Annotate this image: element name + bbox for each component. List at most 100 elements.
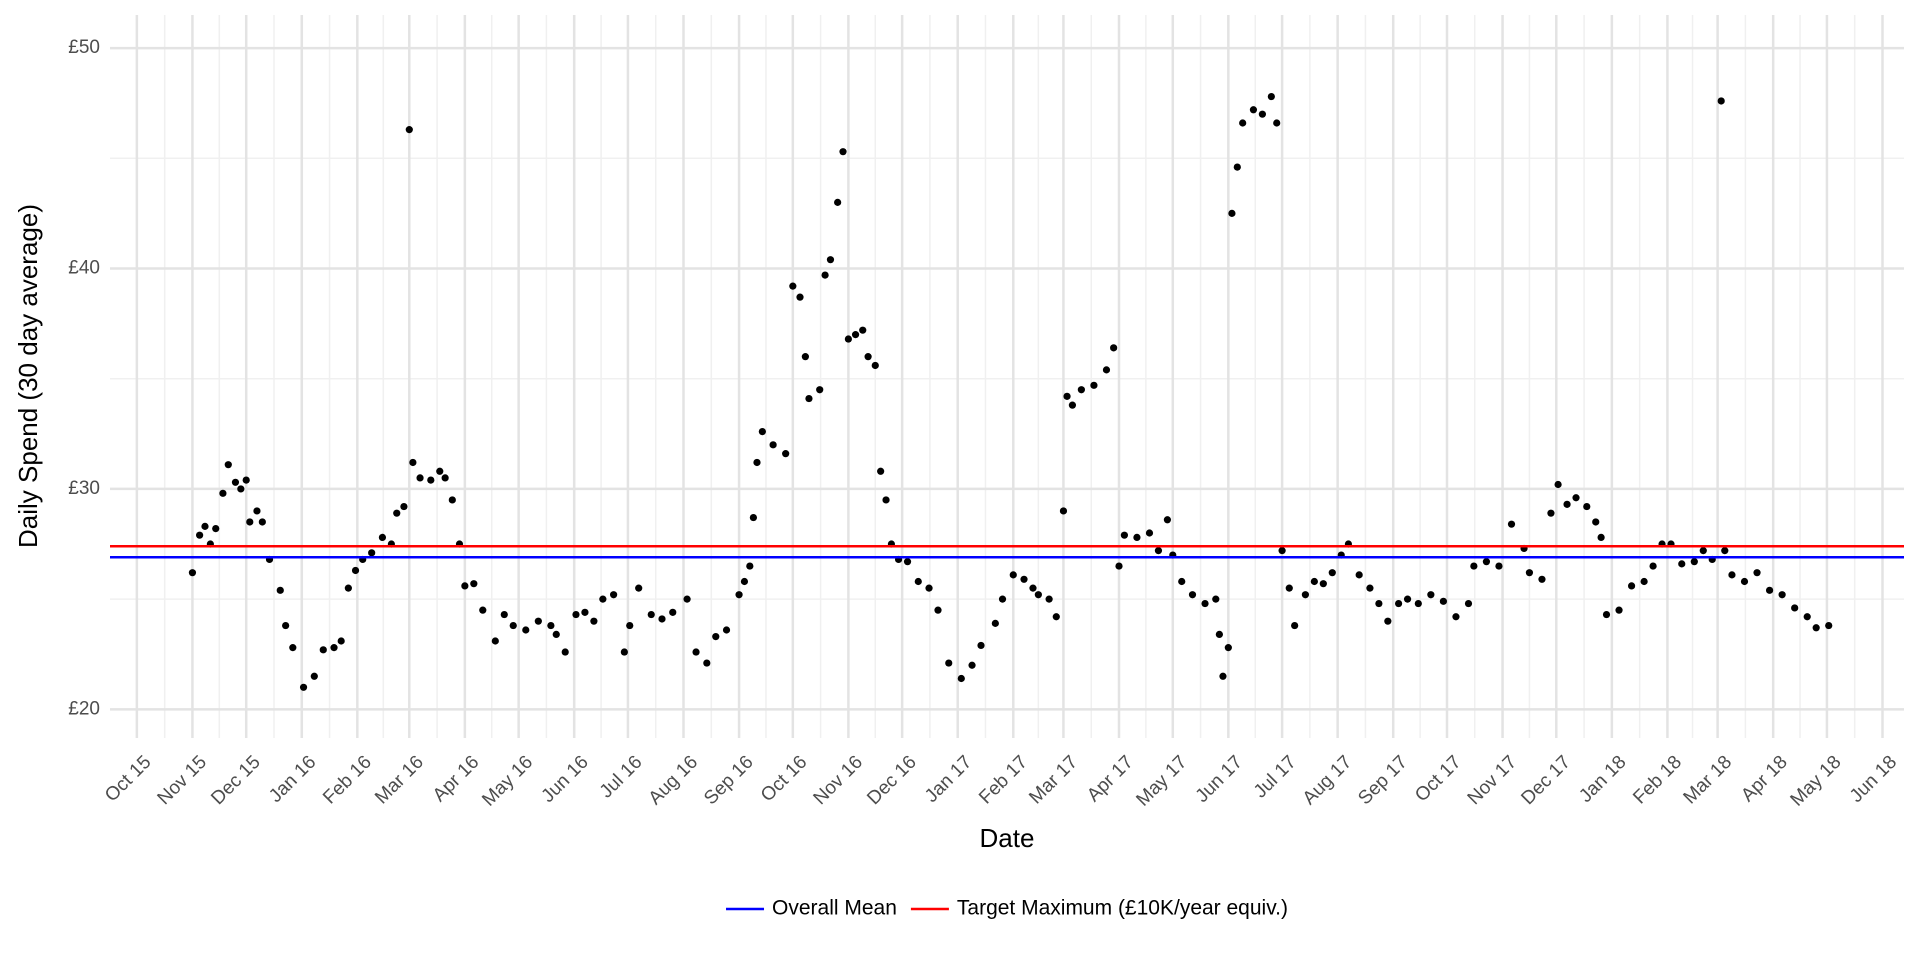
point — [620, 648, 628, 656]
x-tick-label: Feb 18 — [1629, 752, 1686, 809]
point — [276, 586, 284, 594]
point — [769, 441, 777, 449]
point — [1452, 613, 1460, 621]
point — [1273, 119, 1281, 127]
point — [1120, 531, 1128, 539]
point — [1812, 624, 1820, 632]
point — [839, 148, 847, 156]
x-tick-label: Mar 18 — [1680, 752, 1737, 809]
x-tick-label: Oct 15 — [101, 752, 155, 806]
point — [1572, 494, 1580, 502]
x-tick-label: Nov 16 — [810, 752, 867, 809]
point — [864, 353, 872, 361]
point — [448, 496, 456, 504]
point — [1052, 613, 1060, 621]
point — [1538, 575, 1546, 583]
x-tick-label: Aug 17 — [1299, 752, 1356, 809]
point — [378, 533, 387, 542]
point — [1029, 584, 1037, 592]
x-tick-label: Feb 17 — [975, 752, 1032, 809]
point — [534, 617, 542, 625]
point — [1825, 621, 1833, 630]
point — [826, 256, 835, 264]
x-tick-label: Sep 17 — [1354, 752, 1411, 809]
point — [1627, 582, 1636, 590]
point — [712, 633, 720, 641]
x-tick-label: May 16 — [478, 752, 537, 811]
point — [461, 582, 469, 590]
point — [796, 293, 804, 301]
point — [1110, 344, 1118, 352]
point — [610, 591, 618, 599]
point — [231, 478, 240, 486]
point — [1154, 547, 1163, 555]
point — [400, 502, 408, 511]
point — [1034, 591, 1042, 599]
point — [1721, 547, 1729, 555]
point — [1366, 584, 1374, 592]
x-tick-label: Dec 15 — [207, 752, 264, 809]
point — [877, 467, 885, 475]
point — [1301, 591, 1310, 599]
point — [1224, 644, 1232, 652]
point — [344, 584, 352, 592]
point — [753, 458, 761, 467]
point — [509, 621, 517, 630]
point — [561, 648, 569, 656]
point — [1285, 584, 1293, 592]
point — [1009, 571, 1017, 579]
point — [722, 626, 731, 634]
point — [1394, 599, 1403, 608]
point — [998, 595, 1007, 603]
point — [491, 637, 499, 645]
x-tick-label: Mar 16 — [371, 752, 428, 809]
point — [1163, 516, 1172, 524]
point — [851, 331, 860, 339]
legend-label: Target Maximum (£10K/year equiv.) — [957, 897, 1288, 920]
point — [196, 531, 204, 539]
point — [1212, 595, 1220, 603]
point — [1239, 119, 1247, 127]
point — [330, 644, 338, 652]
point — [1403, 595, 1412, 603]
point — [1102, 366, 1111, 374]
point — [212, 524, 220, 533]
point — [299, 683, 308, 691]
point — [859, 326, 867, 334]
point — [669, 608, 677, 616]
point — [1063, 392, 1071, 400]
point — [1133, 533, 1141, 542]
x-tick-label: Jun 17 — [1192, 752, 1247, 807]
point — [1525, 569, 1534, 577]
y-axis-title: Daily Spend (30 day average) — [13, 204, 43, 548]
point — [1201, 599, 1209, 608]
y-tick-label: £40 — [68, 258, 100, 279]
point — [599, 595, 607, 603]
point — [242, 476, 250, 484]
point — [805, 394, 813, 403]
y-tick-label: £30 — [68, 478, 100, 499]
point — [547, 621, 555, 630]
x-tick-label: Apr 18 — [1737, 752, 1791, 806]
point — [368, 549, 376, 557]
point — [436, 467, 444, 475]
x-tick-label: Jan 18 — [1575, 752, 1630, 807]
point — [1427, 591, 1435, 599]
x-tick-label: Sep 16 — [700, 752, 757, 809]
point — [871, 361, 879, 370]
point — [1717, 97, 1725, 105]
point — [1597, 533, 1605, 542]
point — [441, 474, 449, 482]
point — [740, 577, 749, 586]
point — [1375, 599, 1383, 608]
x-tick-label: Jan 16 — [265, 752, 320, 807]
point — [253, 507, 261, 515]
y-tick-label: £50 — [68, 37, 100, 58]
point — [1219, 672, 1227, 680]
point — [1077, 386, 1085, 394]
point — [925, 584, 933, 592]
point — [977, 641, 985, 650]
x-tick-label: Jun 18 — [1846, 752, 1901, 807]
